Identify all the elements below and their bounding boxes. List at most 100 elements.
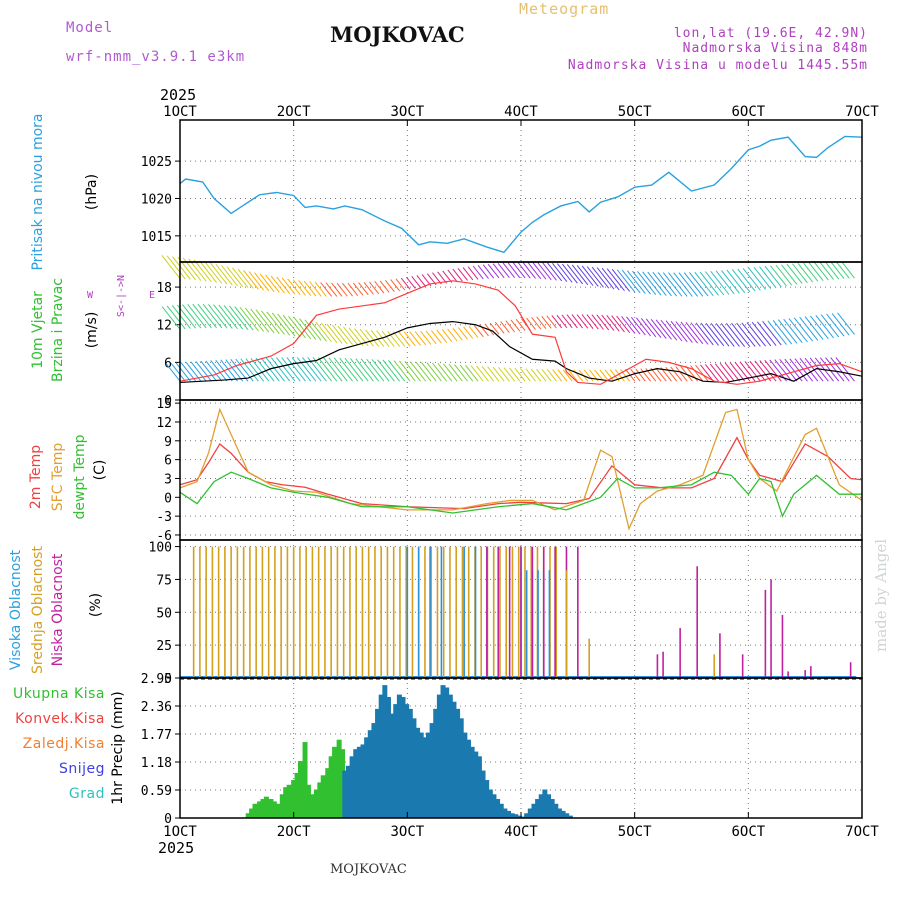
precip-bar-konvek-kisa [364,737,370,818]
wind-barb [470,365,484,382]
wind-barb [265,274,280,293]
y-tick-label-precip: 0.59 [141,784,172,799]
wind-barb [542,262,557,281]
wind-barb [695,364,709,382]
wind-barb [498,367,510,382]
precip-bar-konvek-kisa [549,799,555,818]
precip-bar-konvek-kisa [371,723,377,818]
wind-barb [699,271,719,296]
wind-barb [551,315,563,329]
wind-barb [537,262,552,281]
wind-barb [841,262,855,279]
wind-barb [794,358,814,382]
y-tick-label-wind: 6 [164,356,172,371]
precip-legend-item: Konvek.Kisa [15,711,105,727]
wind-barb [819,262,834,280]
wind-barb [202,303,223,329]
y-tick-label-precip: 2.95 [141,672,172,687]
wind-barb [660,319,678,341]
wind-barb [532,262,547,280]
wind-barb [276,357,296,382]
wind-barb [457,327,468,340]
wind-barb [576,314,589,329]
wind-barb [371,359,390,382]
wind-barb [726,269,746,293]
wind-barb [277,313,296,337]
precip-bar-konvek-kisa [487,789,493,818]
cloud-unit: (%) [88,593,104,617]
wind-barb [482,264,495,279]
model-elevation-text: Nadmorska Visina u modelu 1445.55m [567,58,868,73]
wind-barb [355,358,374,382]
wind-barb [689,272,709,297]
watermark: made by Angel [872,539,890,652]
wind-barb [694,271,714,297]
wind-barb [379,280,390,293]
wind-barb [530,368,542,382]
wind-barb [749,360,767,382]
wind-barb [321,322,338,344]
wind-barb [420,330,432,345]
wind-barb [541,368,552,382]
wind-barb [239,307,259,332]
wind-barb [737,268,756,292]
wind-barb [332,324,348,345]
wind-barb [325,282,338,297]
wind-barb [705,271,725,296]
wind-barb [678,272,699,297]
wind-barb [221,265,238,287]
cloud-ylabel-high: Visoka Oblacnost [8,549,24,670]
y-tick-label-wind: 18 [156,281,172,296]
wind-barb [312,357,333,382]
wind-barb [680,321,699,344]
precip-bar-konvek-kisa [447,694,453,818]
wind-barb [369,281,380,295]
wind-barb [234,306,254,331]
wind-barb [426,362,442,382]
y-tick-label-temperature: 3 [164,472,172,487]
wind-barb [836,261,850,279]
temp-ylabel-2m: 2m Temp [28,445,44,509]
wind-barb [309,281,322,297]
wind-barb [320,282,333,297]
footer-title: MOJKOVAC [330,862,407,877]
model-label-text: Model [66,20,114,36]
precip-bar-konvek-kisa [542,789,548,818]
precip-bar-konvek-kisa [429,723,435,818]
wind-barb [462,267,474,281]
wind-barb [447,328,458,342]
wind-barb [640,368,651,382]
wind-barb [531,317,542,330]
wind-barb [536,316,547,329]
model-elevation-label: Nadmorska Visina u modelu 1445.55m [568,58,868,73]
wind-barb [606,268,625,292]
temp-line-sfc-temp [179,407,863,531]
y-tick-label-wind: 0 [164,394,172,409]
wind-barb [586,314,599,330]
precip-bar-ukupna-kisa [245,813,251,818]
wind-barb [601,267,620,291]
precip-bar-konvek-kisa [498,803,504,818]
wind-barb [225,359,244,382]
pressure-line [179,135,863,254]
temp-line-2m-temp [179,436,863,510]
wind-line-brzina [179,320,863,384]
wind-barb [304,319,322,341]
wind-barb [650,318,667,339]
wind-barb [526,317,536,330]
wind-barb [779,358,798,382]
wind-barb [370,329,385,347]
wind-barb [197,303,217,329]
precip-bar-konvek-kisa [378,694,384,818]
wind-barb [835,357,855,382]
wind-barb [323,357,343,382]
wind-barb [406,276,416,289]
wind-barb [448,363,463,382]
wind-barb [586,266,604,288]
wind-barb [797,263,814,283]
wind-barb [481,366,495,382]
wind-barb [291,357,312,382]
wind-barb [352,282,364,296]
wind-barb [218,304,238,330]
elevation-text: Nadmorska Visina 848m [682,41,868,56]
